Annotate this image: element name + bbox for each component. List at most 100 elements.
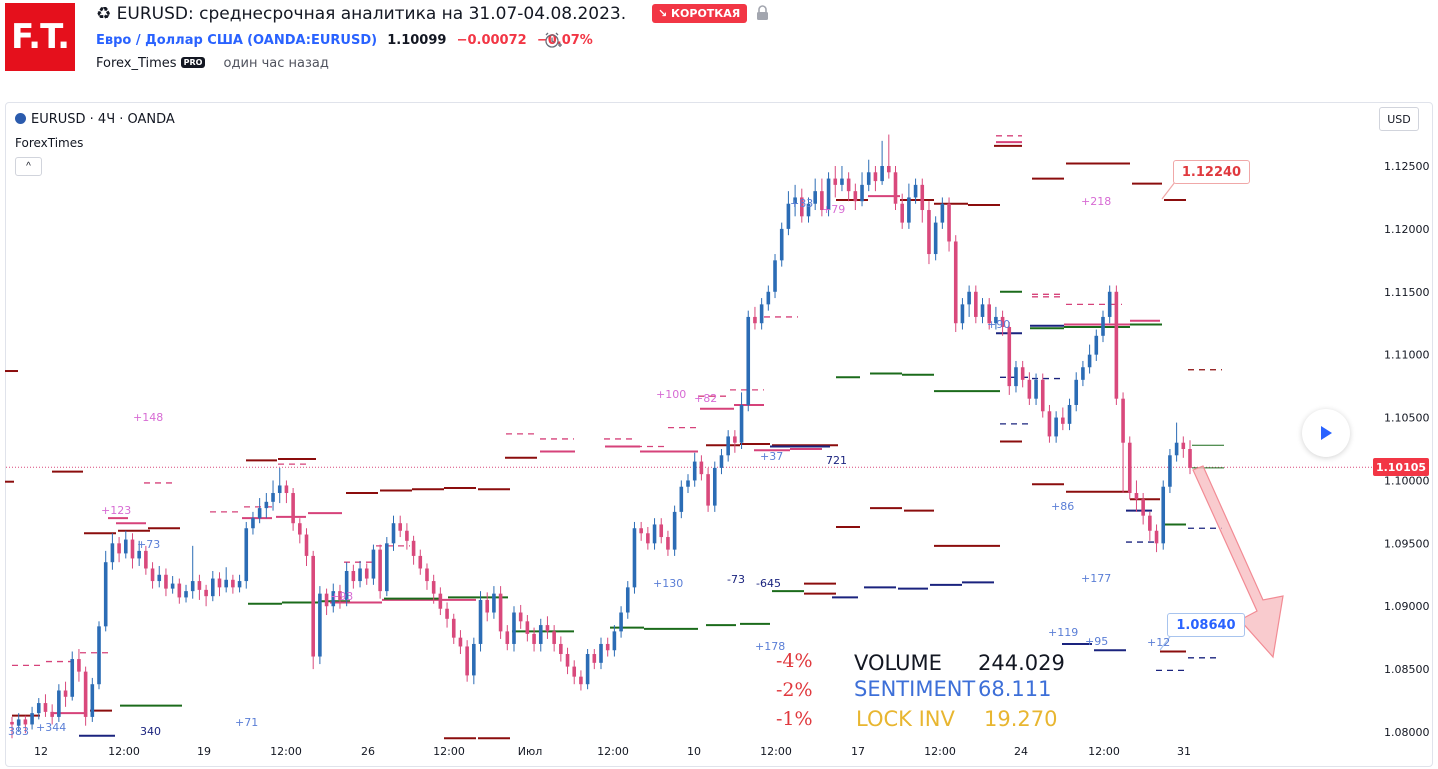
play-replay-button[interactable] [1302, 409, 1350, 457]
currency-button[interactable]: USD [1379, 107, 1419, 131]
candle-body [632, 528, 637, 588]
candle-body [385, 543, 389, 592]
candle-body [498, 593, 503, 632]
ticker-link[interactable]: (OANDA:EURUSD) [247, 33, 378, 48]
candle-body [907, 197, 911, 223]
level-volume-label: +82 [694, 392, 717, 405]
candle-body [659, 524, 664, 538]
y-tick-label: 1.09000 [1384, 600, 1430, 613]
candle-body [833, 178, 838, 185]
collapse-legend-button[interactable]: ^ [15, 157, 42, 176]
level-volume-label: +148 [133, 411, 163, 424]
level-volume-label: +119 [1048, 626, 1078, 639]
candle-body [90, 684, 95, 717]
candle-body [257, 508, 262, 519]
author-name[interactable]: Forex_Times [96, 56, 177, 71]
y-tick-label: 1.10000 [1384, 474, 1430, 487]
candle-body [733, 436, 737, 443]
candle-body [1134, 493, 1139, 500]
candle-body [813, 191, 817, 204]
candle-body [23, 719, 28, 725]
candle-body [264, 501, 269, 509]
forex-times-logo: F.T. [5, 3, 75, 71]
candle-body [130, 539, 135, 559]
candle-body [933, 222, 938, 255]
candle-body [572, 666, 577, 677]
x-tick-label: 12:00 [1088, 745, 1120, 758]
candle-body [1181, 442, 1186, 449]
candle-body [331, 591, 336, 607]
candle-body [170, 583, 175, 589]
candle-body [860, 184, 864, 202]
candle-body [739, 404, 744, 443]
level-volume-label: +95 [1085, 635, 1108, 648]
candle-body [793, 197, 797, 204]
target-low-callout: 1.08640 [1167, 613, 1245, 637]
candle-body [50, 711, 54, 717]
candle-body [425, 568, 429, 582]
candle-body [184, 591, 188, 598]
price-change-pct: −0.07% [536, 33, 593, 48]
candle-body [97, 626, 101, 685]
candle-body [164, 574, 168, 589]
candle-body [679, 486, 684, 512]
candle-body [16, 719, 21, 726]
pct-label: -4% [776, 650, 813, 672]
candle-body [766, 291, 771, 305]
candle-body [719, 455, 724, 468]
symbol-name-link[interactable]: Евро / Доллар США [96, 33, 243, 48]
candle-body [773, 260, 777, 292]
level-volume-label: +79 [822, 203, 845, 216]
publish-time: один час назад [223, 56, 329, 71]
candle-body [351, 571, 356, 582]
pct-label: -1% [776, 708, 813, 730]
candle-body [726, 436, 730, 456]
candle-body [371, 549, 376, 579]
candle-body [880, 166, 884, 182]
chevron-up-icon: ^ [26, 161, 31, 172]
candle-body [525, 621, 530, 634]
y-tick-label: 1.12500 [1384, 160, 1430, 173]
candle-body [592, 654, 597, 663]
candle-body [652, 524, 657, 544]
candle-body [458, 637, 463, 647]
candle-body [706, 474, 710, 506]
sentiment-value: 68.111 [978, 677, 1052, 701]
lock-inv-label: LOCK INV [856, 707, 955, 731]
candle-body [518, 612, 523, 622]
candle-body [251, 518, 255, 529]
lock-icon [757, 5, 768, 20]
y-tick-label: 1.08000 [1384, 726, 1430, 739]
x-tick-label: 19 [197, 745, 211, 758]
candle-body [532, 633, 536, 644]
candle-body [110, 543, 115, 563]
candle-body [1074, 379, 1079, 405]
candle-body [1101, 316, 1105, 336]
pct-label: -2% [776, 679, 813, 701]
y-tick-label: 1.09500 [1384, 537, 1430, 550]
chart-legend-symbol: EURUSD · 4Ч · OANDA [15, 112, 175, 127]
candle-body [1094, 335, 1099, 355]
eu-flag-icon [15, 113, 26, 124]
candle-body [853, 191, 858, 202]
level-volume-label: +73 [137, 538, 160, 551]
candle-body [378, 549, 382, 592]
candle-body [1114, 291, 1119, 399]
candle-body [826, 178, 831, 211]
alarm-clock-icon[interactable] [543, 31, 563, 49]
play-icon [1321, 426, 1332, 440]
candle-body [244, 528, 249, 582]
x-tick-label: 12:00 [270, 745, 302, 758]
chart-container[interactable] [5, 102, 1433, 767]
candle-body [123, 539, 128, 554]
candle-body [846, 178, 851, 192]
candle-body [947, 203, 951, 242]
candle-body [646, 533, 650, 544]
indicator-name: ForexTimes [15, 136, 84, 150]
level-volume-label: 340 [140, 725, 161, 738]
candle-body [63, 690, 68, 697]
candle-body [445, 608, 449, 619]
candle-body [893, 172, 898, 204]
candle-body [411, 540, 416, 556]
